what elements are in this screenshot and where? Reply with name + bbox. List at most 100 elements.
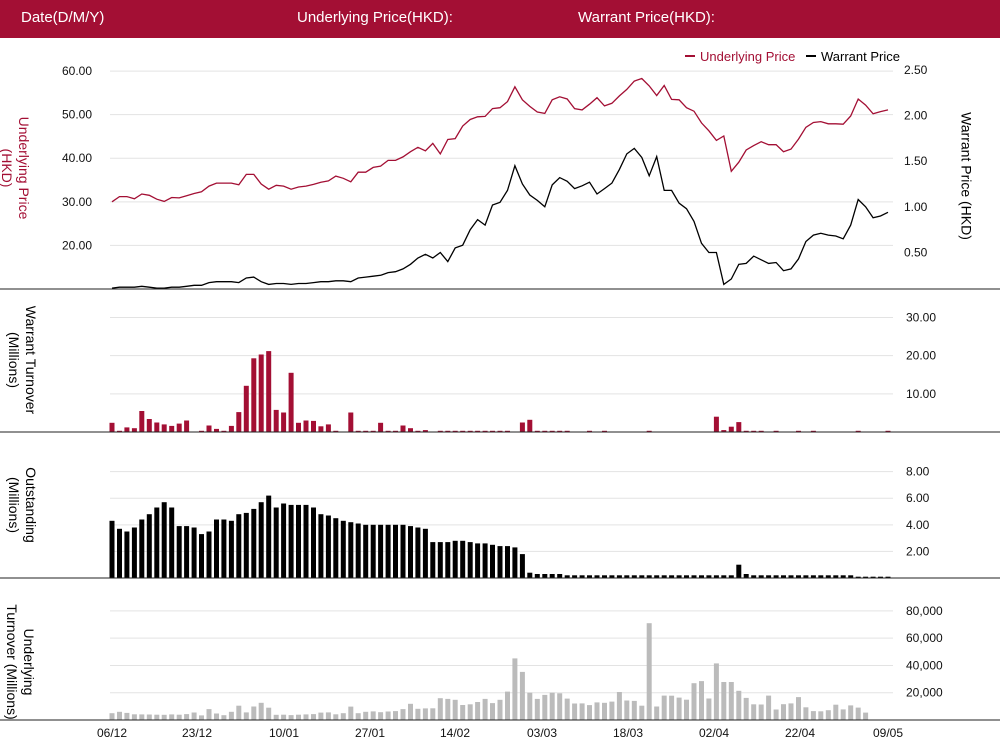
bar-underlying-turnover — [281, 714, 287, 720]
bar-outstanding — [303, 504, 309, 578]
bar-warrant-turnover — [519, 422, 525, 432]
bar-underlying-turnover — [713, 663, 719, 720]
bar-warrant-turnover — [206, 425, 212, 432]
bar-warrant-turnover — [721, 430, 727, 432]
bar-underlying-turnover — [557, 693, 563, 720]
bar-outstanding — [587, 575, 592, 578]
bar-outstanding — [139, 519, 145, 578]
bar-underlying-turnover — [646, 623, 652, 720]
x-tick-label: 27/01 — [355, 726, 385, 740]
bar-warrant-turnover — [296, 422, 301, 432]
bar-underlying-turnover — [721, 682, 727, 720]
bar-outstanding — [736, 564, 742, 578]
bar-warrant-turnover — [236, 412, 242, 432]
bar-underlying-turnover — [236, 705, 242, 720]
bar-underlying-turnover — [214, 713, 219, 720]
bar-underlying-turnover — [490, 703, 495, 720]
bar-underlying-turnover — [766, 695, 772, 720]
bar-outstanding — [311, 507, 316, 578]
bar-outstanding — [296, 504, 301, 578]
bar-underlying-turnover — [161, 714, 167, 720]
bar-underlying-turnover — [400, 709, 406, 720]
bar-underlying-turnover — [691, 683, 697, 720]
bar-underlying-turnover — [751, 704, 757, 720]
y-tick-outstanding: 6.00 — [906, 491, 930, 505]
date-label: Date(D/M/Y) — [21, 9, 105, 26]
bar-outstanding — [878, 576, 883, 578]
chart-area[interactable]: 20.00 30.00 40.00 50.00 60.00 0.50 1.00 1.50 2.0… — [0, 38, 1000, 751]
bar-warrant-turnover — [751, 430, 757, 432]
bar-outstanding — [318, 514, 324, 578]
bar-underlying-turnover — [325, 712, 331, 720]
bar-outstanding — [228, 520, 234, 578]
bar-outstanding — [781, 575, 786, 578]
bar-underlying-turnover — [796, 697, 801, 720]
bar-underlying-turnover — [393, 711, 398, 720]
bar-warrant-turnover — [184, 420, 190, 432]
bar-underlying-turnover — [699, 681, 704, 720]
bar-underlying-turnover — [803, 707, 809, 720]
bar-warrant-turnover — [124, 427, 130, 432]
x-tick-label: 23/12 — [182, 726, 212, 740]
bar-warrant-turnover — [422, 430, 428, 432]
y-tick-warrant-turnover: 20.00 — [906, 349, 936, 363]
bar-outstanding — [273, 507, 279, 578]
bar-outstanding — [833, 575, 839, 578]
bar-underlying-turnover — [243, 712, 249, 720]
bar-outstanding — [684, 575, 689, 578]
bar-underlying-turnover — [684, 699, 689, 720]
bar-outstanding — [616, 575, 622, 578]
bar-outstanding — [676, 575, 682, 578]
bar-underlying-turnover — [430, 708, 436, 720]
bar-outstanding — [855, 576, 861, 578]
bar-outstanding — [646, 575, 652, 578]
bar-warrant-turnover — [445, 430, 451, 432]
bar-warrant-turnover — [602, 430, 607, 432]
bar-underlying-turnover — [340, 713, 346, 720]
bar-underlying-turnover — [221, 715, 227, 720]
bar-outstanding — [243, 512, 249, 578]
bar-underlying-turnover — [370, 711, 376, 720]
bar-warrant-turnover — [311, 420, 316, 432]
y-tick-right: 1.00 — [904, 200, 928, 214]
bar-outstanding — [288, 504, 294, 578]
bar-outstanding — [788, 575, 794, 578]
bar-outstanding — [482, 543, 488, 578]
y-tick-left: 50.00 — [62, 108, 92, 122]
bar-underlying-turnover — [736, 690, 742, 720]
bar-underlying-turnover — [549, 692, 555, 720]
bar-underlying-turnover — [840, 709, 846, 720]
bar-outstanding — [393, 524, 398, 578]
bar-outstanding — [848, 575, 854, 578]
bar-outstanding — [333, 518, 339, 578]
y-tick-right: 1.50 — [904, 154, 928, 168]
bar-outstanding — [579, 575, 585, 578]
bar-warrant-turnover — [161, 424, 167, 432]
bar-underlying-turnover — [467, 704, 473, 720]
bar-outstanding — [758, 575, 764, 578]
bar-outstanding — [825, 575, 831, 578]
bar-underlying-turnover — [602, 702, 607, 720]
bar-underlying-turnover — [519, 671, 525, 720]
legend-label: Underlying Price — [700, 49, 795, 64]
series-line-warrant — [111, 147, 889, 289]
bar-outstanding — [370, 524, 376, 578]
bar-outstanding — [281, 503, 287, 578]
bar-underlying-turnover — [572, 703, 578, 720]
bar-warrant-turnover — [385, 430, 391, 432]
x-tick-label: 22/04 — [785, 726, 815, 740]
bar-warrant-turnover — [303, 420, 309, 432]
bar-outstanding — [840, 575, 846, 578]
bar-underlying-turnover — [542, 694, 548, 720]
bar-warrant-turnover — [810, 430, 816, 432]
bar-underlying-turnover — [139, 714, 145, 720]
bar-underlying-turnover — [848, 705, 854, 720]
bar-underlying-turnover — [833, 704, 839, 720]
bar-outstanding — [475, 543, 481, 578]
bar-warrant-turnover — [199, 430, 204, 432]
bar-outstanding — [728, 575, 734, 578]
bar-underlying-turnover — [579, 703, 585, 720]
bar-outstanding — [490, 544, 495, 578]
bar-warrant-turnover — [758, 430, 764, 432]
bar-underlying-turnover — [176, 714, 182, 720]
